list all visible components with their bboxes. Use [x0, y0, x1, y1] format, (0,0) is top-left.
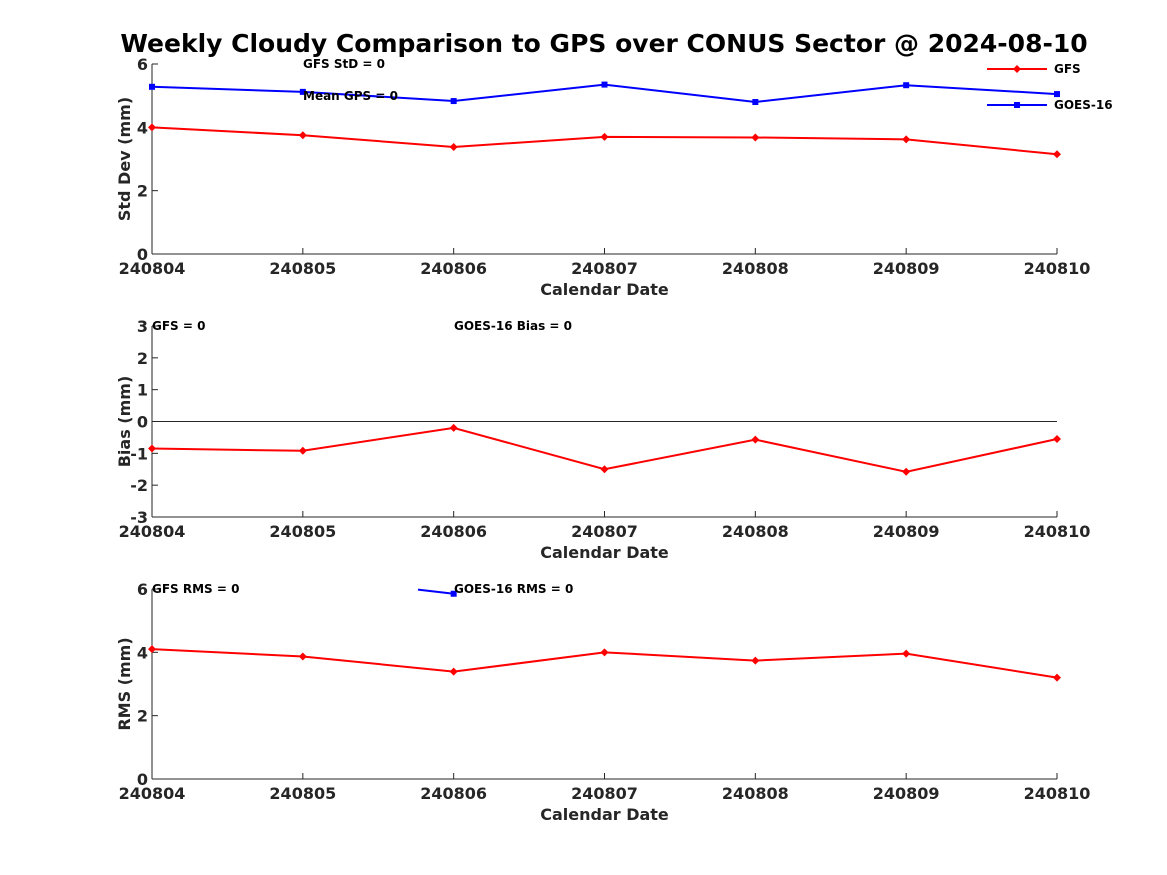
- bias-ytick-label: -1: [130, 444, 148, 463]
- std-xtick-label: 240809: [873, 259, 940, 278]
- rms-gfs-point: [148, 645, 156, 654]
- bias-gfs-point: [600, 465, 609, 474]
- bias-ytick-label: -2: [130, 476, 148, 495]
- std-goes-16-point: [601, 81, 608, 88]
- std-goes-16-point: [299, 88, 306, 95]
- std-goes-16-point: [149, 83, 155, 90]
- std-ytick-label: 4: [137, 118, 148, 137]
- bias-gfs-point: [449, 423, 458, 432]
- chart-title: Weekly Cloudy Comparison to GPS over CON…: [120, 29, 1087, 58]
- std-xtick-label: 240805: [269, 259, 336, 278]
- bias-gfs-line: [151, 426, 1058, 473]
- rms-goes-line: [417, 588, 454, 595]
- chart-panels: 0 2 4 6 240804 240805 240806 240807 240808 240809…: [115, 55, 1113, 824]
- std-series-gfs: [148, 123, 1061, 159]
- std-xtick-label: 240807: [571, 259, 638, 278]
- bias-xtick-label: 240804: [119, 522, 186, 541]
- bias-annotation: GFS = 0: [152, 319, 205, 333]
- std-goes-16-point: [752, 99, 759, 105]
- rms-xtick-label: 240807: [571, 784, 638, 803]
- std-gfs-point: [751, 133, 760, 142]
- legend-label-goes-16: GOES-16: [1054, 98, 1113, 112]
- rms-gfs-point: [449, 667, 458, 676]
- std-ytick-label: 6: [137, 55, 148, 74]
- bias-ytick-label: 2: [137, 349, 148, 368]
- rms-ytick-label: 6: [137, 580, 148, 599]
- std-annotation: Mean GPS = 0: [303, 89, 398, 103]
- std-goes-16-point: [450, 98, 457, 105]
- rms-xlabel: Calendar Date: [540, 805, 669, 824]
- legend-marker-gfs: [1013, 65, 1021, 73]
- rms-gfs-point: [600, 648, 609, 657]
- rms-ytick-label: 2: [137, 707, 148, 726]
- rms-ytick-label: 4: [137, 643, 148, 662]
- std-ytick-label: 0: [137, 245, 148, 264]
- rms-goes-point: [450, 590, 457, 597]
- bias-xtick-label: 240805: [269, 522, 336, 541]
- std-ylabel: Std Dev (mm): [115, 97, 134, 221]
- std-gfs-point: [600, 132, 609, 141]
- std-xtick-label: 240804: [119, 259, 186, 278]
- bias-xlabel: Calendar Date: [540, 543, 669, 562]
- rms-gfs-point: [1053, 673, 1061, 682]
- rms-series-gfs: [148, 645, 1061, 682]
- rms-series-goes-16: [417, 588, 457, 597]
- std-annotation: GFS StD = 0: [303, 57, 385, 71]
- bias-series-gfs: [148, 423, 1061, 476]
- rms-xtick-label: 240810: [1024, 784, 1091, 803]
- rms-panel: 0 2 4 6 240804 240805 240806 240807 240808 240809…: [115, 580, 1090, 824]
- std-gfs-point: [1053, 150, 1061, 159]
- std-gfs-point: [902, 135, 911, 144]
- bias-ytick-label: 0: [137, 413, 148, 432]
- std-ytick-label: 2: [137, 182, 148, 201]
- std-goes-16-point: [1054, 91, 1060, 98]
- bias-xtick-label: 240807: [571, 522, 638, 541]
- std-xtick-label: 240808: [722, 259, 789, 278]
- rms-gfs-point: [751, 656, 760, 665]
- rms-xtick-label: 240809: [873, 784, 940, 803]
- rms-xtick-label: 240808: [722, 784, 789, 803]
- std-legend: GFS GOES-16: [987, 62, 1113, 112]
- std-xtick-label: 240810: [1024, 259, 1091, 278]
- rms-xtick-label: 240804: [119, 784, 186, 803]
- rms-annotation: GOES-16 RMS = 0: [454, 582, 573, 596]
- rms-xtick-label: 240805: [269, 784, 336, 803]
- rms-gfs-point: [902, 649, 911, 658]
- rms-xtick-label: 240806: [420, 784, 487, 803]
- rms-gfs-point: [298, 652, 307, 661]
- bias-ytick-label: 3: [137, 317, 148, 336]
- std-gfs-point: [449, 142, 458, 151]
- std-xtick-label: 240806: [420, 259, 487, 278]
- legend-label-gfs: GFS: [1054, 62, 1081, 76]
- bias-annotation: GOES-16 Bias = 0: [454, 319, 572, 333]
- bias-xtick-label: 240809: [873, 522, 940, 541]
- bias-gfs-point: [751, 435, 760, 444]
- std-xlabel: Calendar Date: [540, 280, 669, 299]
- std-panel: 0 2 4 6 240804 240805 240806 240807 240808 240809…: [115, 55, 1113, 299]
- rms-ytick-label: 0: [137, 770, 148, 789]
- legend-marker-goes-16: [1014, 102, 1020, 108]
- bias-xtick-label: 240808: [722, 522, 789, 541]
- bias-ylabel: Bias (mm): [115, 376, 134, 468]
- std-goes-16-point: [903, 82, 910, 89]
- bias-xtick-label: 240806: [420, 522, 487, 541]
- bias-ytick-label: -3: [130, 508, 148, 527]
- rms-annotation: GFS RMS = 0: [152, 582, 239, 596]
- bias-panel: -3 -2 -1 0 1 2 3 240804 240805 240806 240807 240808…: [115, 317, 1090, 562]
- std-series-goes-16: [149, 81, 1060, 105]
- bias-gfs-point: [298, 446, 307, 455]
- bias-ytick-label: 1: [137, 381, 148, 400]
- bias-gfs-point: [902, 467, 911, 476]
- std-gfs-point: [298, 131, 307, 140]
- bias-gfs-point: [1053, 435, 1061, 444]
- bias-xtick-label: 240810: [1024, 522, 1091, 541]
- bias-gfs-point: [148, 444, 156, 453]
- std-gfs-point: [148, 123, 156, 132]
- rms-ylabel: RMS (mm): [115, 637, 134, 730]
